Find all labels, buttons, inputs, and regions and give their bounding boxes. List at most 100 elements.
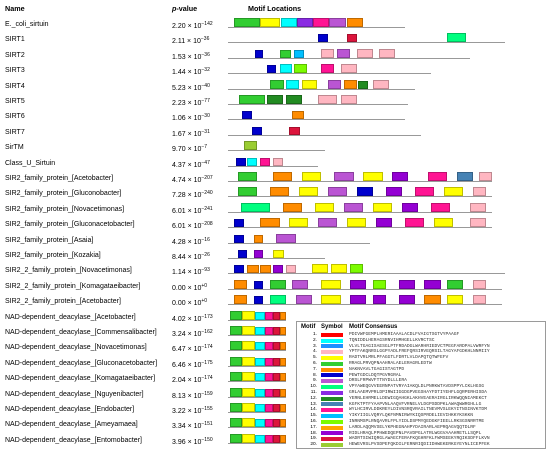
motif-7-box [279,311,286,320]
protein-name: SIR2_2_family_protein_[Novacetimonas] [5,267,132,275]
motif-18-box [253,250,264,258]
legend-symbol-swatch [321,355,343,360]
protein-pvalue: 8.13 × 10−159 [172,391,213,400]
motif-5-box [363,172,383,181]
pvalue-exponent: −32 [201,67,210,74]
pvalue-mantissa: 6.46 [172,361,186,369]
protein-row: SIR2_2_family_protein_[Acetobacter] 0.00 … [0,294,550,312]
protein-row: SIRT6 1.06 × 10−30 [0,109,550,127]
pvalue-mantissa: 2.23 [172,100,186,107]
motif-19-box [273,419,280,428]
pvalue-exponent: −151 [201,421,213,428]
pvalue-exponent: −155 [201,406,213,412]
legend-symbol-swatch [321,437,343,442]
motif-6-box [229,418,243,428]
protein-row: NAD-dependent_deacylase_[Endobacter] 3.22… [0,402,550,420]
motif-2-box [255,357,266,366]
protein-pvalue: 6.47 × 10−174 [172,344,213,353]
motif-14-box [265,404,274,412]
pvalue-mantissa: 1.06 [172,115,186,123]
motif-5-box [242,326,256,335]
legend-row: 13. KGFKTPTFYAAPVNLAAQVFVRNELVLDGPSDDPKLA… [297,402,547,408]
pvalue-times-ten: × 10 [185,361,202,369]
legend-motif-number: 11. [310,390,317,395]
pvalue-mantissa: 8.13 [172,392,186,400]
motif-4-box [472,187,486,197]
motif-19-box [273,434,280,443]
sequence-line [228,335,286,336]
motif-2-box [255,342,266,351]
motif-4-box [356,48,373,58]
sequence-line [228,104,409,105]
legend-row: 14. WYLHCIRVLDDKREYLDIVNSRQVRAILTNEVMVSLE… [297,407,547,413]
protein-row: E._coli_sirtuin 2.20 × 10−142 [0,17,550,35]
sequence-line [228,181,493,182]
motif-track [228,171,550,189]
legend-consensus-sequence: WYLHCIRVLDDKREYLDIVNSRQVRAILTNEVMVSLEKYI… [349,407,487,413]
pvalue-times-ten: × 10 [185,177,202,184]
pvalue-mantissa: 4.28 [172,238,186,246]
legend-consensus-sequence: WADRTSIWIQRGLAWAECFERAFKQGHRFKLFWMSEEKYR… [349,436,490,442]
protein-name: SIRT3 [5,67,25,75]
motif-6-box [279,49,291,58]
motif-7-box [279,373,286,382]
protein-name: SIR2_family_protein_[Kozakia] [5,252,101,259]
protein-row: SIR2_family_protein_[Gluconobacter] 7.28 … [0,186,550,204]
pvalue-times-ten: × 10 [185,408,202,415]
pvalue-exponent: +0 [201,298,208,305]
pvalue-times-ten: × 10 [185,438,202,446]
protein-name: SIRT5 [5,98,25,105]
legend-symbol-swatch [321,379,343,384]
legend-consensus-sequence: RADTVRLMRLPFAGGTLFDRTLVLDAPQTQTWFEFV [349,355,449,361]
pvalue-exponent: −162 [201,329,213,335]
motif-2-box [255,434,266,443]
motif-track [228,433,550,451]
protein-pvalue: 1.53 × 10−36 [172,52,210,61]
protein-row: SIR2_family_protein_[Gluconacetobacter] 6… [0,217,550,235]
motif-8-box [253,296,264,305]
pvalue-times-ten: × 10 [185,254,202,261]
motif-track [228,156,550,174]
pvalue-times-ten: × 10 [185,115,202,123]
legend-motif-number: 6. [312,361,317,366]
protein-name: NAD-dependent_deacylase_[Novacetimonas] [5,344,147,352]
motif-14-box [265,434,274,443]
legend-motif-number: 15. [310,413,317,419]
legend-row: 18. RIDLHRAQLPPHWEDQEPNLPAVDPGLATRLWGGVAA… [297,431,547,437]
sequence-line [228,288,502,290]
motif-6-box [229,403,243,412]
pvalue-times-ten: × 10 [185,192,202,200]
pvalue-mantissa: 0.00 [172,300,186,308]
motif-6-box [269,279,286,289]
legend-symbol-swatch [321,367,343,372]
pvalue-times-ten: × 10 [185,100,202,107]
legend-row: 15. YIKYIIGLVQRYLQKFNMNIRWYKIQSPRDELIEVIH… [297,413,547,419]
motif-4-box [372,79,389,89]
pvalue-p-label: p [172,4,177,13]
protein-name: SIR2_family_protein_[Gluconacetobacter] [5,221,135,229]
legend-consensus-sequence: NAKNVAVLTGAGISTAGTPD [349,366,405,372]
protein-row: SIR2_family_protein_[Asaia] 4.28 × 10−16 [0,233,550,251]
motif-18-box [376,218,393,228]
protein-name: SIR2_2_family_protein_[Komagataeibacter] [5,282,141,290]
motif-18-box [424,279,441,289]
protein-row: NAD-dependent_deacylase_[Entomobacter] 3.… [0,433,550,451]
protein-name: SIRT6 [5,113,25,121]
legend-motif-number: 20. [310,442,317,448]
protein-name: SIR2_family_protein_[Acetobacter] [5,175,114,182]
motif-track [228,233,550,251]
legend-symbol-swatch [321,350,343,355]
legend-symbol-swatch [321,344,343,349]
pvalue-times-ten: × 10 [185,315,202,323]
protein-name: E._coli_sirtuin [5,21,49,28]
motif-8-box [253,280,264,289]
motif-8-box [356,187,373,197]
motif-8-box [242,111,253,120]
motif-5-box [372,202,393,212]
protein-name: SIR2_family_protein_[Gluconobacter] [5,190,122,198]
motif-4-box [318,95,338,104]
motif-track [228,63,550,81]
motif-7-box [347,18,364,27]
protein-row: NAD-dependent_deacylase_[Acetobacter] 4.0… [0,310,550,328]
